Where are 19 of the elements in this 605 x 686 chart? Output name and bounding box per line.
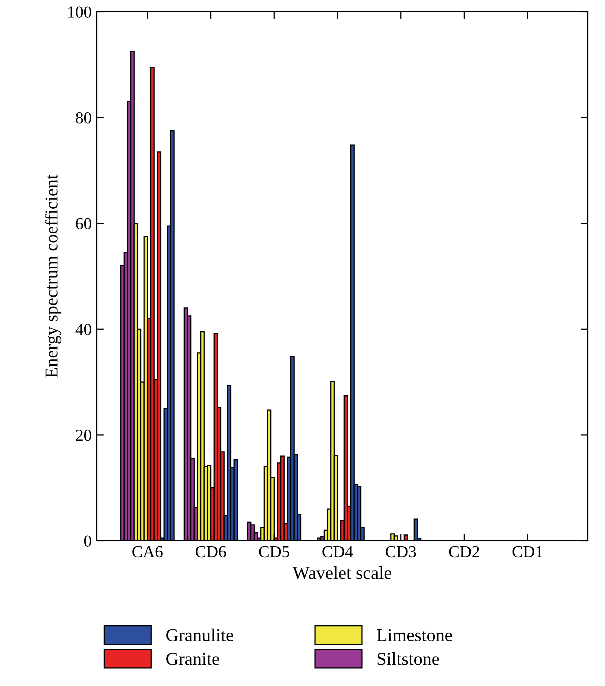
legend-label: Granite: [166, 653, 220, 666]
x-tick-label: CD2: [449, 546, 480, 558]
x-axis-title: Wavelet scale: [292, 566, 392, 580]
legend-label: Limestone: [377, 629, 452, 642]
y-tick-label: 20: [76, 430, 92, 442]
y-tick-label: 80: [76, 112, 92, 124]
legend-label: Siltstone: [378, 652, 440, 666]
x-tick-label: CD3: [386, 546, 416, 558]
x-tick-label: CA6: [132, 546, 163, 558]
y-tick-label: 100: [68, 6, 92, 18]
x-tick-label: CD6: [196, 546, 226, 558]
legend-label: Granulite: [166, 628, 234, 642]
x-tick-label: CD4: [322, 546, 354, 558]
y-tick-label: 0: [84, 536, 92, 547]
x-tick-label: CD1: [512, 546, 543, 558]
y-axis-title: Energy spectrum coefficient: [44, 174, 62, 378]
x-tick-label: CD5: [259, 546, 290, 558]
y-tick-label: 40: [76, 324, 92, 336]
y-tick-label: 60: [76, 218, 92, 230]
